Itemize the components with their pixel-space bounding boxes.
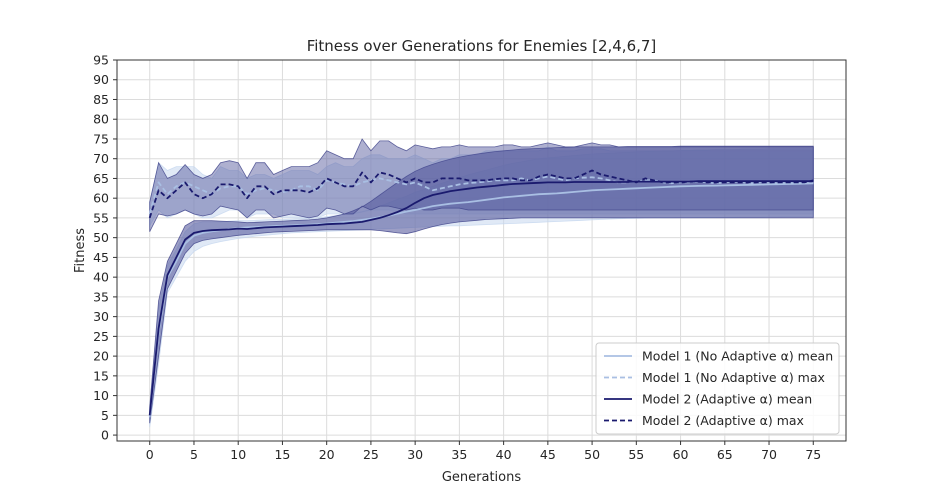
y-tick-label: 50 bbox=[93, 230, 109, 245]
legend-label: Model 1 (No Adaptive α) max bbox=[642, 370, 825, 385]
x-tick-label: 20 bbox=[319, 447, 335, 462]
x-tick-label: 35 bbox=[451, 447, 467, 462]
legend: Model 1 (No Adaptive α) mean Model 1 (No … bbox=[596, 343, 839, 434]
x-tick-label: 0 bbox=[146, 447, 154, 462]
y-tick-label: 30 bbox=[93, 309, 109, 324]
y-axis-title: Fitness bbox=[73, 228, 88, 273]
x-tick-label: 15 bbox=[274, 447, 290, 462]
y-tick-label: 65 bbox=[93, 171, 109, 186]
y-tick-label: 60 bbox=[93, 191, 109, 206]
y-tick-label: 15 bbox=[93, 368, 109, 383]
y-tick-label: 95 bbox=[93, 53, 109, 68]
chart-title: Fitness over Generations for Enemies [2,… bbox=[307, 37, 657, 55]
x-tick-label: 5 bbox=[190, 447, 198, 462]
x-tick-label: 55 bbox=[628, 447, 644, 462]
y-tick-label: 20 bbox=[93, 349, 109, 364]
y-tick-label: 5 bbox=[101, 408, 109, 423]
y-tick-label: 80 bbox=[93, 112, 109, 127]
y-tick-label: 75 bbox=[93, 131, 109, 146]
y-tick-label: 90 bbox=[93, 72, 109, 87]
legend-label: Model 1 (No Adaptive α) mean bbox=[642, 349, 833, 364]
x-tick-label: 65 bbox=[717, 447, 733, 462]
legend-label: Model 2 (Adaptive α) mean bbox=[642, 392, 812, 407]
x-tick-label: 60 bbox=[673, 447, 689, 462]
y-tick-label: 35 bbox=[93, 289, 109, 304]
legend-label: Model 2 (Adaptive α) max bbox=[642, 413, 804, 428]
x-tick-label: 40 bbox=[496, 447, 512, 462]
x-tick-label: 75 bbox=[805, 447, 821, 462]
y-tick-label: 0 bbox=[101, 428, 109, 443]
x-tick-label: 45 bbox=[540, 447, 556, 462]
y-tick-label: 45 bbox=[93, 250, 109, 265]
y-tick-label: 40 bbox=[93, 270, 109, 285]
y-tick-label: 10 bbox=[93, 388, 109, 403]
x-tick-label: 70 bbox=[761, 447, 777, 462]
y-tick-label: 70 bbox=[93, 151, 109, 166]
x-tick-label: 25 bbox=[363, 447, 379, 462]
y-tick-label: 55 bbox=[93, 210, 109, 225]
x-tick-label: 10 bbox=[230, 447, 246, 462]
y-tick-label: 25 bbox=[93, 329, 109, 344]
x-axis-title: Generations bbox=[442, 470, 522, 485]
y-tick-label: 85 bbox=[93, 92, 109, 107]
x-tick-label: 30 bbox=[407, 447, 423, 462]
x-tick-label: 50 bbox=[584, 447, 600, 462]
